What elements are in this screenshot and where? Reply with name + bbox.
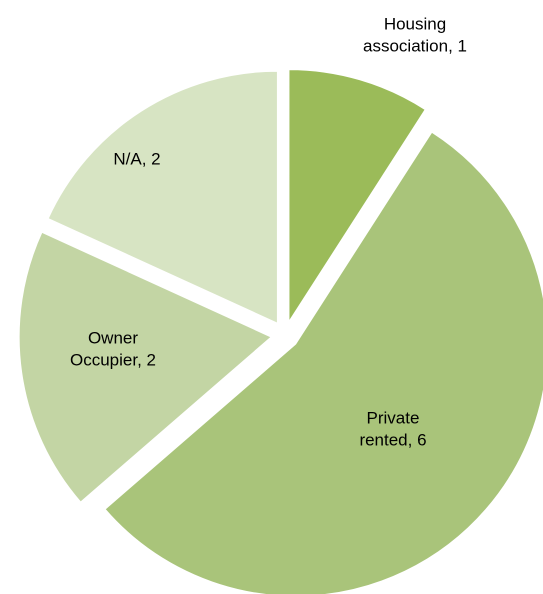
- slice-label: Owner: [88, 328, 138, 347]
- slice-label: Housing: [384, 14, 446, 33]
- pie-slice: [18, 231, 273, 503]
- pie-slice: [288, 69, 426, 324]
- pie-slice: [47, 70, 278, 325]
- slice-label: Private: [367, 408, 420, 427]
- slice-label: association, 1: [363, 36, 467, 55]
- slice-label: N/A, 2: [113, 149, 160, 168]
- pie-slice: [104, 131, 543, 594]
- slice-label: Occupier, 2: [70, 350, 156, 369]
- slice-label: rented, 6: [359, 430, 426, 449]
